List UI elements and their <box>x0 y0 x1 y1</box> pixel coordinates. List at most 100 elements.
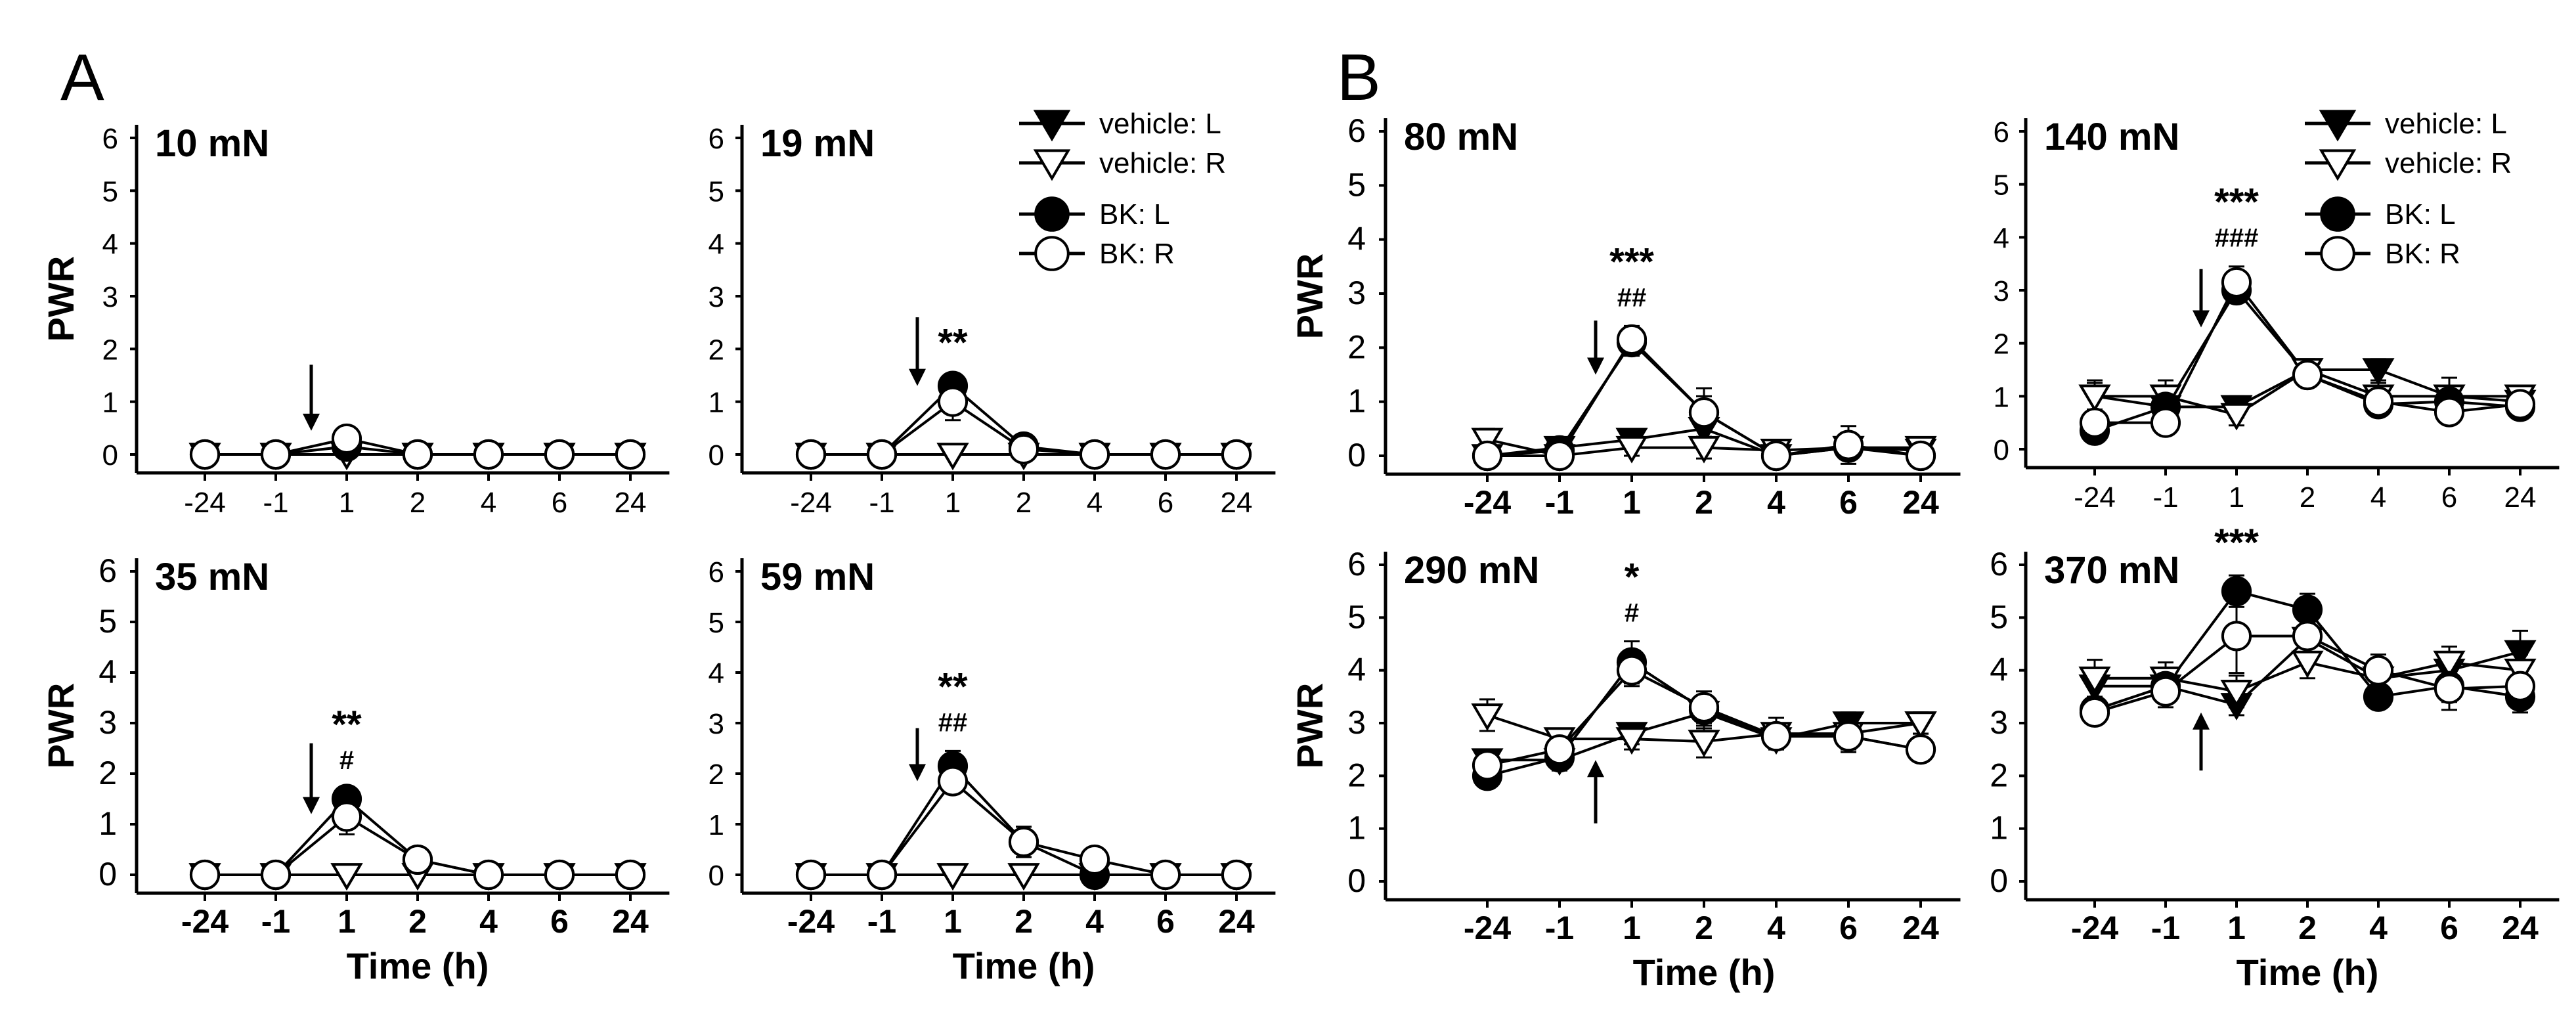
y-tick-label: 1 <box>1347 810 1366 847</box>
y-tick-label: 6 <box>1994 116 2009 148</box>
x-tick-label: 6 <box>1839 910 1858 946</box>
y-tick-label: 4 <box>1994 222 2009 254</box>
x-tick-label: -24 <box>1464 484 1511 521</box>
y-tick-label: 6 <box>98 552 117 589</box>
y-tick-label: 4 <box>709 229 724 261</box>
x-tick-label: 1 <box>944 903 962 940</box>
arrow-marker <box>909 317 926 386</box>
data-point-bk-r <box>1472 440 1503 472</box>
y-tick-label: 2 <box>709 334 724 366</box>
data-point-bk-r <box>189 439 221 470</box>
arrow-marker <box>1587 760 1604 824</box>
arrow-marker-head <box>909 368 926 386</box>
data-point-bk-r <box>615 439 646 470</box>
x-tick-label: 2 <box>1016 487 1032 519</box>
y-tick-label: 3 <box>709 281 724 313</box>
x-tick-label: -24 <box>184 487 226 519</box>
x-tick-label: -24 <box>181 903 229 940</box>
legend-label: vehicle: R <box>1099 147 1226 179</box>
legend-label: BK: R <box>2385 238 2460 270</box>
data-point-vehicle-r <box>1007 863 1040 891</box>
y-tick-label: 3 <box>102 281 118 313</box>
x-tick-label: 2 <box>2298 910 2317 946</box>
x-axis-label: Time (h) <box>953 945 1095 986</box>
arrow-marker-head <box>2193 712 2210 730</box>
data-point-bk-r <box>937 766 969 797</box>
arrow-marker <box>303 364 320 431</box>
legend-marker <box>1033 149 1071 181</box>
data-point-bk-r <box>1616 324 1648 355</box>
x-tick-label: 2 <box>1015 903 1033 940</box>
x-tick-label: 24 <box>2502 910 2539 946</box>
data-point-vehicle-r <box>1615 435 1648 464</box>
series-bk-r <box>811 772 1236 876</box>
legend-label: BK: L <box>2385 198 2456 231</box>
arrow-marker <box>2193 269 2210 328</box>
x-tick-label: 4 <box>1767 484 1785 521</box>
data-point-bk-r <box>1221 859 1252 891</box>
x-tick-label: 6 <box>550 903 569 940</box>
x-tick-label: 1 <box>2229 481 2244 514</box>
y-tick-label: 6 <box>102 123 118 155</box>
x-axis-label: Time (h) <box>347 945 489 986</box>
y-tick-label: 4 <box>1347 652 1366 688</box>
x-tick-label: -1 <box>1545 910 1574 946</box>
data-point-bk-r <box>937 386 969 417</box>
y-axis-label: PWR <box>40 256 81 342</box>
legend-b: vehicle: L vehicle: R BK: L BK: R <box>2305 108 2512 271</box>
y-axis-label: PWR <box>1289 254 1330 340</box>
data-point-bk-r <box>2504 389 2536 420</box>
significance-hash: ## <box>938 708 968 737</box>
y-tick-label: 0 <box>98 856 117 893</box>
legend-marker <box>2319 149 2357 181</box>
significance-hash: ### <box>2215 224 2259 253</box>
y-tick-label: 5 <box>1347 598 1366 635</box>
data-point-bk-r <box>2079 407 2110 438</box>
x-tick-label: 24 <box>612 903 649 940</box>
x-tick-label: -24 <box>2071 910 2118 946</box>
y-tick-label: 0 <box>709 439 724 472</box>
significance-hash: ## <box>1617 283 1647 312</box>
chart-title: 35 mN <box>155 556 269 598</box>
markers-bk-r <box>1472 324 1936 472</box>
markers-bk-r <box>189 801 646 891</box>
data-point-bk-r <box>1472 750 1503 781</box>
x-tick-label: 4 <box>1085 903 1104 940</box>
legend-marker <box>1034 236 1070 271</box>
data-point-bk-r <box>1079 439 1110 470</box>
data-point-bk-r <box>1616 655 1648 686</box>
x-axis-label: Time (h) <box>2237 952 2379 993</box>
y-tick-label: 3 <box>709 708 724 740</box>
x-tick-label: 1 <box>338 903 356 940</box>
legend-marker <box>2320 236 2355 271</box>
y-tick-label: 4 <box>1347 221 1366 257</box>
x-tick-label: -24 <box>1464 910 1511 946</box>
data-point-bk-r <box>2292 359 2323 391</box>
legend-label: vehicle: L <box>1099 108 1221 140</box>
y-tick-label: 4 <box>102 229 118 261</box>
y-tick-label: 6 <box>1990 546 2008 583</box>
y-tick-label: 3 <box>1990 704 2008 741</box>
y-tick-label: 1 <box>1990 810 2008 847</box>
x-tick-label: 24 <box>2504 481 2537 514</box>
data-point-bk-r <box>1150 439 1181 470</box>
y-tick-label: 5 <box>1994 169 2009 202</box>
legend-label: BK: R <box>1099 238 1175 270</box>
data-point-vehicle-r <box>2433 650 2466 678</box>
chart-title: 290 mN <box>1404 549 1539 592</box>
markers-vehicle-r <box>795 863 1253 891</box>
significance-stars: *** <box>2214 521 2259 564</box>
arrow-marker <box>2193 712 2210 771</box>
y-tick-label: 5 <box>709 175 724 208</box>
x-tick-label: 24 <box>1902 484 1939 521</box>
x-tick-label: 6 <box>1158 487 1173 519</box>
data-point-bk-l <box>2221 576 2252 607</box>
y-tick-label: 5 <box>1990 598 2008 635</box>
y-tick-label: 1 <box>1994 381 2009 413</box>
data-point-vehicle-r <box>1688 435 1720 464</box>
significance-hash: # <box>339 746 354 775</box>
